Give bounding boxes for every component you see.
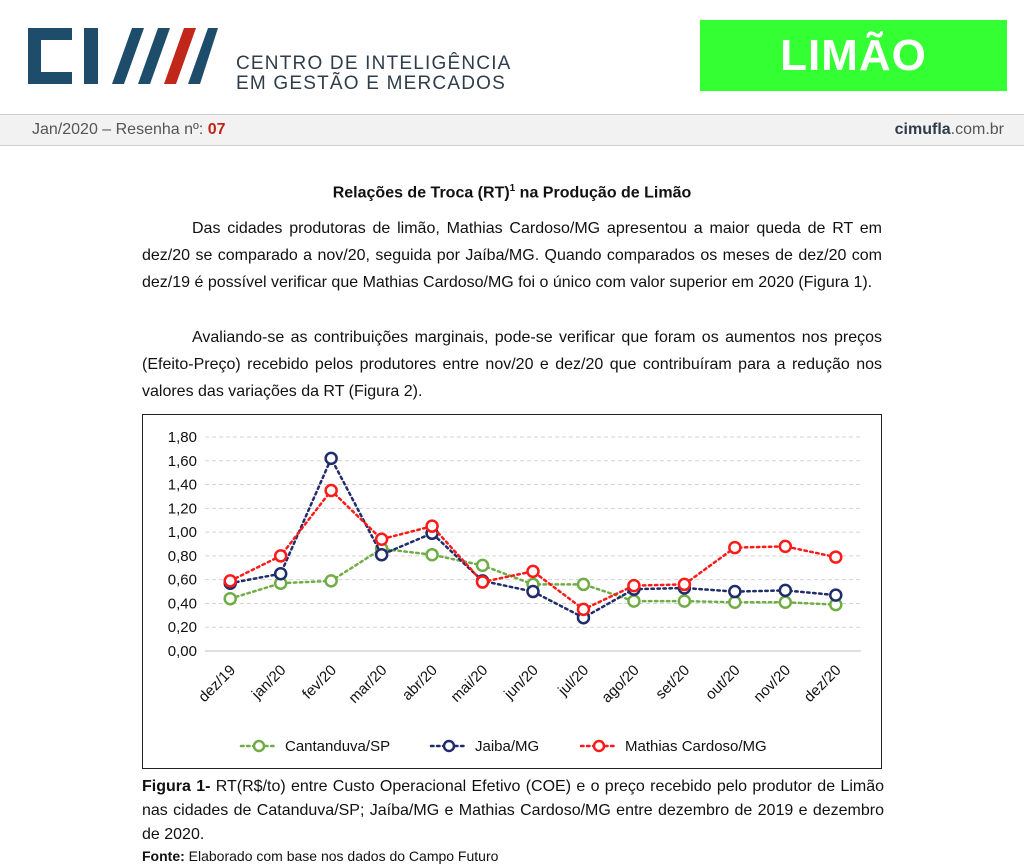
paragraph-1: Das cidades produtoras de limão, Mathias…: [142, 220, 882, 291]
issue-number: 07: [207, 121, 226, 138]
data-point: [778, 595, 793, 610]
x-tick-label: dez/20: [801, 662, 845, 706]
legend-marker: [252, 739, 266, 753]
data-point: [576, 602, 591, 617]
data-point: [728, 595, 742, 610]
data-point: [829, 550, 843, 564]
x-tick-label: fev/20: [299, 662, 340, 703]
legend-label: Mathias Cardoso/MG: [625, 738, 767, 755]
paragraph-2: Avaliando-se as contribuições marginais,…: [142, 329, 882, 400]
org-name-line2: EM GESTÃO E MERCADOS: [236, 73, 506, 94]
y-tick-label: 0,40: [168, 595, 197, 612]
x-tick-label: jul/20: [554, 662, 592, 700]
data-point: [526, 584, 540, 599]
title-rest: na Produção de Limão: [515, 184, 692, 202]
x-tick-label: abr/20: [399, 662, 441, 704]
figure-label: Figura 1-: [142, 778, 211, 795]
data-point: [475, 575, 490, 589]
x-tick-label: set/20: [652, 662, 693, 703]
data-point: [374, 547, 389, 562]
source-text: Elaborado com base nos dados do Campo Fu…: [184, 848, 499, 864]
data-point: [273, 549, 288, 563]
data-point: [728, 540, 742, 555]
data-point: [627, 594, 641, 608]
figure-caption: Figura 1- RT(R$/to) entre Custo Operacio…: [142, 775, 884, 847]
y-tick-label: 1,80: [168, 429, 197, 446]
data-point: [425, 547, 439, 562]
y-tick-label: 0,00: [168, 643, 197, 660]
legend-marker: [442, 739, 456, 753]
legend-label: Jaiba/MG: [475, 738, 539, 755]
y-tick-label: 1,60: [168, 453, 197, 470]
y-tick-label: 1,20: [168, 500, 197, 517]
x-tick-label: out/20: [702, 662, 744, 704]
title-footnote-ref: 1: [509, 183, 516, 194]
data-point: [627, 578, 641, 593]
y-tick-label: 0,80: [168, 548, 197, 565]
y-tick-label: 0,60: [168, 572, 197, 589]
x-tick-label: mai/20: [448, 662, 492, 706]
site-link[interactable]: cimufla.com.br: [895, 121, 1004, 139]
data-point: [677, 594, 692, 608]
figure-1-chart: 0,00 0,20 0,40 0,60 0,80 1,00 1,20 1,40 1,60 1,80…: [142, 414, 882, 769]
y-tick-label: 0,20: [168, 619, 197, 636]
legend-label: Cantanduva/SP: [285, 738, 390, 755]
data-point: [778, 539, 793, 554]
figure-caption-text: RT(R$/to) entre Custo Operacional Efetiv…: [142, 778, 884, 843]
legend-marker: [592, 739, 606, 753]
data-point: [374, 532, 389, 546]
issue-label: Jan/2020 – Resenha nº: 07: [32, 121, 226, 139]
data-point: [273, 566, 288, 581]
data-point: [425, 519, 439, 533]
issue-label-text: Jan/2020 – Resenha nº:: [32, 121, 204, 138]
site-bold: cimufla: [894, 121, 951, 138]
title-main: Relações de Troca (RT): [332, 184, 510, 202]
data-point: [829, 588, 843, 602]
org-name: CENTRO DE INTELIGÊNCIA EM GESTÃO E MERCA…: [236, 54, 512, 94]
x-tick-label: jan/20: [248, 662, 290, 704]
data-point: [728, 584, 742, 599]
data-point: [778, 583, 793, 598]
x-tick-label: jun/20: [500, 662, 542, 704]
y-tick-label: 1,00: [168, 524, 197, 541]
data-point: [324, 574, 338, 588]
y-tick-label: 1,40: [168, 477, 197, 494]
data-point: [526, 564, 540, 579]
data-point: [677, 577, 692, 592]
issue-bar: Jan/2020 – Resenha nº: 07 cimufla.com.br: [0, 114, 1024, 146]
data-point: [576, 577, 591, 592]
data-point: [475, 558, 490, 573]
cim-logo: [28, 28, 218, 84]
x-tick-label: ago/20: [598, 662, 642, 706]
data-point: [324, 451, 338, 466]
source-label: Fonte:: [142, 848, 185, 864]
site-rest: .com.br: [950, 121, 1004, 138]
line-chart: 0,00 0,20 0,40 0,60 0,80 1,00 1,20 1,40 1,60 1,80…: [168, 429, 861, 755]
data-point: [223, 574, 237, 588]
section-title: Relações de Troca (RT)1 na Produção de L…: [0, 183, 1024, 202]
org-name-line1: CENTRO DE INTELIGÊNCIA: [236, 53, 512, 74]
data-point: [223, 591, 237, 606]
x-tick-label: nov/20: [750, 662, 794, 706]
x-tick-label: dez/19: [195, 662, 239, 706]
product-tag: LIMÃO: [700, 20, 1007, 91]
data-point: [324, 483, 338, 498]
figure-source: Fonte: Elaborado com base nos dados do C…: [142, 848, 498, 864]
x-tick-label: mar/20: [345, 662, 390, 707]
